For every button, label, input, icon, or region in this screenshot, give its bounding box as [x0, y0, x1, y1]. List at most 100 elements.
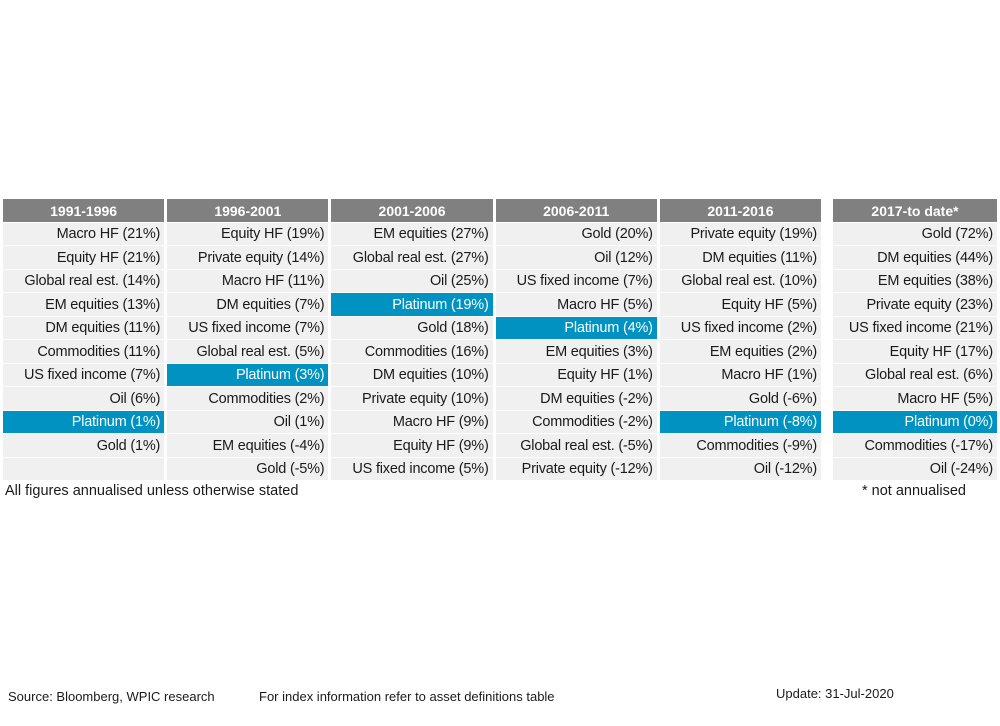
asset-return-cell: Gold (20%) — [495, 222, 657, 246]
asset-return-cell: Private equity (-12%) — [495, 457, 657, 481]
period-header: 1991-1996 — [3, 199, 165, 222]
table-row: DM equities (11%) US fixed income (7%) Gol… — [3, 316, 822, 340]
ytd-table-row: Global real est. (6%) — [833, 363, 997, 387]
table-row: EM equities (13%) DM equities (7%) Platinu… — [3, 293, 822, 316]
ytd-table-row: Private equity (23%) — [833, 293, 997, 316]
asset-return-cell: Equity HF (1%) — [495, 363, 657, 387]
asset-return-cell: Commodities (-9%) — [659, 434, 822, 457]
highlighted-asset-cell: Platinum (1%) — [3, 410, 165, 434]
asset-return-cell: Oil (6%) — [3, 387, 165, 410]
asset-return-cell: EM equities (3%) — [495, 340, 657, 363]
period-header: 1996-2001 — [167, 199, 329, 222]
returns-table: 1991-1996 1996-2001 2001-2006 2006-2011 … — [3, 199, 822, 481]
asset-return-cell: Oil (-12%) — [659, 457, 822, 481]
asset-return-cell: US fixed income (2%) — [659, 316, 822, 340]
table-row: US fixed income (7%) Platinum (3%) DM equi… — [3, 363, 822, 387]
asset-return-cell: Commodities (11%) — [3, 340, 165, 363]
table-row: Platinum (1%) Oil (1%) Macro HF (9%) Commod… — [3, 410, 822, 434]
asset-return-cell: Macro HF (11%) — [167, 269, 329, 293]
asset-return-cell: Gold (-6%) — [659, 387, 822, 410]
table-row: Gold (-5%) US fixed income (5%) Private eq… — [3, 457, 822, 481]
ytd-table-row: Equity HF (17%) — [833, 340, 997, 363]
asset-return-cell: EM equities (13%) — [3, 293, 165, 316]
asset-return-cell — [3, 457, 165, 481]
asset-return-cell: US fixed income (5%) — [331, 457, 493, 481]
asset-return-cell: Global real est. (-5%) — [495, 434, 657, 457]
table-row: Commodities (11%) Global real est. (5%) Co… — [3, 340, 822, 363]
asset-return-cell: Private equity (14%) — [167, 246, 329, 269]
asset-return-cell: Private equity (23%) — [833, 293, 997, 316]
ytd-header-row: 2017-to date* — [833, 199, 997, 222]
asset-return-cell: Equity HF (5%) — [659, 293, 822, 316]
asset-return-cell: Macro HF (5%) — [833, 387, 997, 410]
asset-return-cell: Oil (1%) — [167, 410, 329, 434]
asset-return-cell: Global real est. (5%) — [167, 340, 329, 363]
asset-return-cell: DM equities (11%) — [659, 246, 822, 269]
highlighted-asset-cell: Platinum (19%) — [331, 293, 493, 316]
asset-return-cell: Gold (18%) — [331, 316, 493, 340]
period-header: 2006-2011 — [495, 199, 657, 222]
source-note: Source: Bloomberg, WPIC research — [8, 689, 215, 704]
asset-return-cell: DM equities (44%) — [833, 246, 997, 269]
asset-return-cell: Global real est. (14%) — [3, 269, 165, 293]
asset-return-cell: DM equities (11%) — [3, 316, 165, 340]
update-date: Update: 31-Jul-2020 — [776, 686, 894, 701]
asset-return-cell: US fixed income (7%) — [167, 316, 329, 340]
asset-return-cell: Gold (1%) — [3, 434, 165, 457]
asset-return-cell: Global real est. (10%) — [659, 269, 822, 293]
asset-return-cell: Macro HF (5%) — [495, 293, 657, 316]
table-header-row: 1991-1996 1996-2001 2001-2006 2006-2011 … — [3, 199, 822, 222]
asset-return-cell: Commodities (16%) — [331, 340, 493, 363]
asset-return-cell: Macro HF (9%) — [331, 410, 493, 434]
annualised-note: All figures annualised unless otherwise … — [5, 483, 299, 499]
ytd-table-row: DM equities (44%) — [833, 246, 997, 269]
asset-return-cell: Global real est. (27%) — [331, 246, 493, 269]
ytd-table: 2017-to date* Gold (72%) DM equities (44%… — [833, 199, 997, 481]
highlighted-asset-cell: Platinum (0%) — [833, 410, 997, 434]
asset-return-cell: Gold (-5%) — [167, 457, 329, 481]
asset-return-cell: Oil (-24%) — [833, 457, 997, 481]
asset-return-cell: Equity HF (17%) — [833, 340, 997, 363]
table-row: Global real est. (14%) Macro HF (11%) Oil … — [3, 269, 822, 293]
not-annualised-note: * not annualised — [862, 483, 966, 499]
asset-return-cell: US fixed income (7%) — [495, 269, 657, 293]
asset-return-cell: EM equities (38%) — [833, 269, 997, 293]
table-row: Oil (6%) Commodities (2%) Private equity (… — [3, 387, 822, 410]
ytd-table-row: Commodities (-17%) — [833, 434, 997, 457]
highlighted-asset-cell: Platinum (3%) — [167, 363, 329, 387]
asset-return-cell: US fixed income (21%) — [833, 316, 997, 340]
period-header: 2011-2016 — [659, 199, 822, 222]
asset-return-cell: Commodities (-17%) — [833, 434, 997, 457]
ytd-table-row: EM equities (38%) — [833, 269, 997, 293]
asset-return-cell: US fixed income (7%) — [3, 363, 165, 387]
asset-return-cell: Equity HF (21%) — [3, 246, 165, 269]
highlighted-asset-cell: Platinum (4%) — [495, 316, 657, 340]
ytd-table-row: US fixed income (21%) — [833, 316, 997, 340]
asset-return-cell: EM equities (2%) — [659, 340, 822, 363]
asset-return-cell: Gold (72%) — [833, 222, 997, 246]
asset-return-cell: Global real est. (6%) — [833, 363, 997, 387]
highlighted-asset-cell: Platinum (-8%) — [659, 410, 822, 434]
ytd-table-row: Oil (-24%) — [833, 457, 997, 481]
asset-return-cell: Commodities (2%) — [167, 387, 329, 410]
asset-return-cell: DM equities (7%) — [167, 293, 329, 316]
table-row: Equity HF (21%) Private equity (14%) Globa… — [3, 246, 822, 269]
asset-return-cell: Macro HF (21%) — [3, 222, 165, 246]
asset-return-cell: Private equity (10%) — [331, 387, 493, 410]
asset-return-cell: DM equities (10%) — [331, 363, 493, 387]
table-row: Gold (1%) EM equities (-4%) Equity HF (9%)… — [3, 434, 822, 457]
index-info-note: For index information refer to asset def… — [259, 689, 555, 704]
ytd-period-header: 2017-to date* — [833, 199, 997, 222]
period-header: 2001-2006 — [331, 199, 493, 222]
ytd-table-row: Gold (72%) — [833, 222, 997, 246]
asset-return-cell: Equity HF (9%) — [331, 434, 493, 457]
asset-return-cell: Macro HF (1%) — [659, 363, 822, 387]
asset-return-cell: Commodities (-2%) — [495, 410, 657, 434]
asset-return-cell: Oil (12%) — [495, 246, 657, 269]
asset-return-cell: Equity HF (19%) — [167, 222, 329, 246]
asset-return-cell: EM equities (27%) — [331, 222, 493, 246]
asset-return-cell: Oil (25%) — [331, 269, 493, 293]
ytd-table-row: Platinum (0%) — [833, 410, 997, 434]
asset-return-cell: EM equities (-4%) — [167, 434, 329, 457]
asset-return-cell: Private equity (19%) — [659, 222, 822, 246]
